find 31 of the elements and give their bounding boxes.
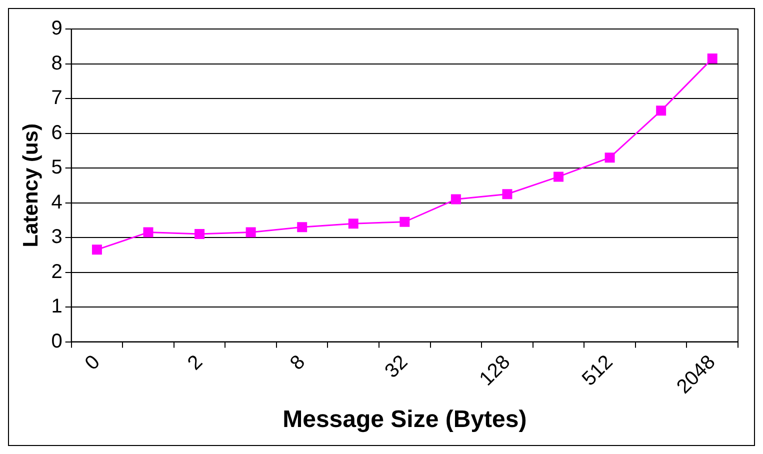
point <box>297 222 308 232</box>
x-tick-label: 32 <box>380 351 412 382</box>
y-tick-label: 1 <box>51 296 62 318</box>
point <box>92 244 102 255</box>
y-tick-label: 9 <box>51 18 62 40</box>
y-tick-label: 4 <box>51 191 62 214</box>
y-tick-label: 2 <box>51 260 62 283</box>
y-axis-title: Latency (us) <box>19 124 42 248</box>
point <box>554 172 564 182</box>
y-tick-label: 8 <box>51 52 62 74</box>
point <box>707 54 718 64</box>
point <box>604 152 615 163</box>
point <box>656 106 666 116</box>
point <box>502 189 512 200</box>
y-tick-label: 0 <box>51 330 62 352</box>
x-tick-label: 128 <box>476 351 515 390</box>
x-tick-label: 512 <box>578 351 618 390</box>
x-tick-label: 8 <box>286 351 310 375</box>
x-tick-label: 2 <box>184 351 207 375</box>
y-tick-label: 5 <box>51 156 62 179</box>
point <box>246 227 256 238</box>
y-tick-label: 6 <box>51 122 62 144</box>
x-axis-title: Message Size (Bytes) <box>282 406 527 434</box>
y-tick-label: 3 <box>51 226 62 248</box>
point <box>143 227 154 238</box>
x-tick-label: 0 <box>80 351 104 375</box>
point <box>400 216 410 227</box>
point <box>450 194 461 204</box>
point <box>194 229 205 240</box>
point <box>348 218 358 229</box>
y-tick-label: 7 <box>51 87 62 110</box>
